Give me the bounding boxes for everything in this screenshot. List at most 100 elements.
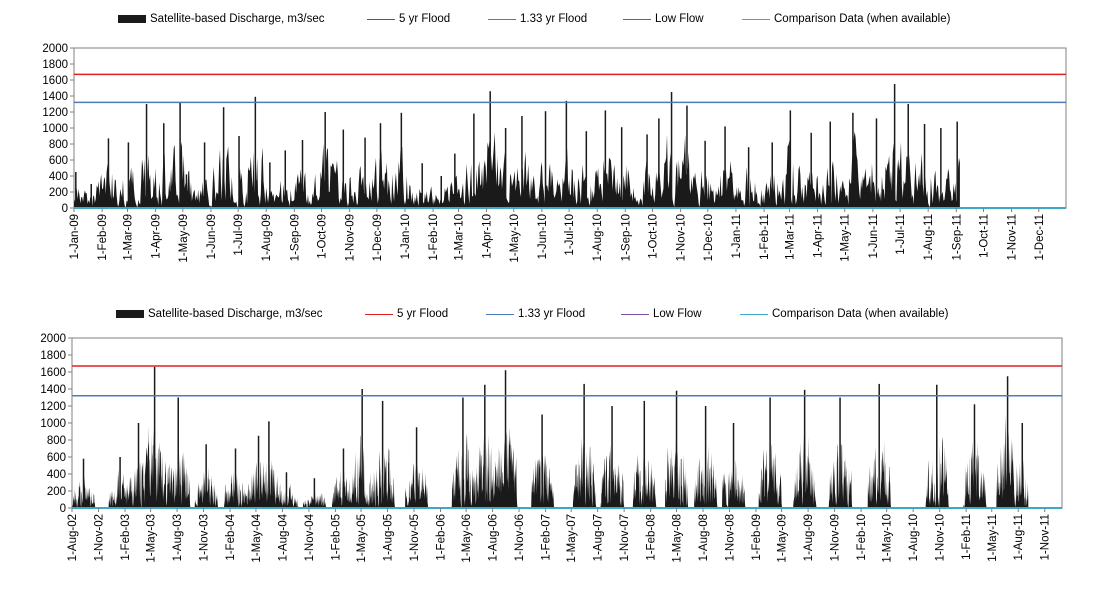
legend-swatch-133yr-flood	[488, 18, 516, 20]
y-tick-label: 1800	[42, 59, 68, 71]
x-tick-label: 1-Jan-10	[400, 214, 412, 259]
discharge-area	[74, 131, 960, 208]
x-tick-label: 1-Aug-05	[383, 514, 395, 561]
y-tick-label: 800	[47, 435, 66, 447]
x-tick-label: 1-Jun-11	[868, 214, 880, 259]
x-tick-label: 1-Oct-09	[317, 214, 329, 259]
discharge-chart-2002-2011: 20001800160014001200100080060040020001-A…	[40, 333, 1063, 563]
x-tick-label: 1-Feb-09	[751, 514, 763, 561]
x-tick-label: 1-Feb-10	[856, 514, 868, 561]
chart-panel-bottom: Satellite-based Discharge, m3/sec 5 yr F…	[0, 300, 1094, 608]
chart-panel-top: Satellite-based Discharge, m3/sec 5 yr F…	[0, 0, 1094, 300]
y-tick-label: 1400	[40, 384, 66, 396]
legend-label: 1.33 yr Flood	[520, 13, 588, 25]
x-tick-label: 1-May-05	[356, 514, 368, 563]
x-tick-label: 1-Aug-08	[698, 514, 710, 561]
x-tick-label: 1-Dec-10	[703, 214, 715, 261]
plot-area	[71, 337, 1063, 509]
x-tick-label: 1-Nov-08	[725, 514, 737, 561]
x-tick-label: 1-Feb-09	[97, 214, 109, 261]
x-tick-label: 1-Aug-06	[488, 514, 500, 561]
x-tick-label: 1-Aug-11	[1013, 514, 1025, 560]
legend-label: Low Flow	[655, 13, 704, 25]
chart-legend: Satellite-based Discharge, m3/sec 5 yr F…	[0, 9, 1094, 29]
y-tick-label: 400	[47, 469, 66, 481]
legend-swatch-5yr-flood	[365, 313, 393, 315]
legend-label: Comparison Data (when available)	[774, 13, 951, 25]
x-tick-label: 1-Aug-10	[908, 514, 920, 561]
y-tick-label: 0	[60, 503, 66, 515]
discharge-area	[72, 405, 1029, 508]
x-tick-label: 1-Dec-09	[372, 214, 384, 261]
legend-item-133yr-flood: 1.33 yr Flood	[486, 304, 585, 324]
x-tick-label: 1-Feb-03	[120, 514, 132, 561]
x-tick-label: 1-Jan-09	[69, 214, 81, 259]
x-tick-label: 1-Aug-09	[803, 514, 815, 561]
legend-label: 5 yr Flood	[397, 308, 449, 320]
x-tick-label: 1-Nov-03	[199, 514, 211, 561]
x-tick-label: 1-Jul-09	[233, 214, 245, 256]
x-tick-label: 1-Aug-11	[923, 214, 935, 260]
x-tick-label: 1-Mar-11	[784, 214, 796, 260]
x-tick-label: 1-Nov-09	[345, 214, 357, 261]
x-tick-label: 1-Jun-09	[206, 214, 218, 259]
x-tick-label: 1-Nov-09	[830, 514, 842, 561]
x-tick-label: 1-May-11	[987, 514, 999, 562]
legend-item-discharge: Satellite-based Discharge, m3/sec	[116, 304, 323, 324]
x-tick-label: 1-Feb-04	[225, 513, 237, 560]
y-tick-label: 800	[49, 139, 68, 151]
x-tick-label: 1-May-09	[777, 514, 789, 563]
x-tick-label: 1-Feb-11	[759, 214, 771, 260]
x-tick-label: 1-Sep-11	[951, 214, 963, 260]
y-tick-label: 1800	[40, 350, 66, 362]
legend-item-133yr-flood: 1.33 yr Flood	[488, 9, 587, 29]
legend-item-comparison: Comparison Data (when available)	[740, 304, 948, 324]
x-tick-label: 1-Aug-10	[592, 214, 604, 261]
x-tick-label: 1-Mar-10	[453, 214, 465, 261]
x-tick-label: 1-Nov-07	[619, 514, 631, 561]
legend-label: 1.33 yr Flood	[518, 308, 586, 320]
x-tick-label: 1-Nov-10	[676, 214, 688, 261]
legend-label: Comparison Data (when available)	[772, 308, 949, 320]
legend-item-low-flow: Low Flow	[623, 9, 704, 29]
x-tick-label: 1-Aug-09	[261, 214, 273, 261]
x-tick-label: 1-Apr-10	[482, 214, 494, 259]
x-tick-label: 1-Aug-04	[277, 513, 289, 561]
x-tick-label: 1-May-03	[146, 514, 158, 563]
x-tick-label: 1-Aug-02	[67, 514, 79, 561]
legend-label: 5 yr Flood	[399, 13, 451, 25]
x-tick-label: 1-Oct-10	[648, 214, 660, 259]
y-tick-label: 1000	[40, 418, 66, 430]
legend-label: Satellite-based Discharge, m3/sec	[148, 308, 323, 320]
x-tick-label: 1-May-10	[882, 514, 894, 563]
y-tick-label: 1000	[42, 123, 68, 135]
chart-legend: Satellite-based Discharge, m3/sec 5 yr F…	[0, 304, 1094, 324]
legend-swatch-low-flow	[623, 18, 651, 20]
x-tick-label: 1-Feb-06	[435, 514, 447, 561]
x-tick-label: 1-Nov-02	[93, 514, 105, 561]
y-tick-label: 600	[49, 155, 68, 167]
legend-swatch-comparison	[742, 18, 770, 20]
legend-item-5yr-flood: 5 yr Flood	[367, 9, 450, 29]
legend-swatch-discharge	[118, 15, 146, 23]
x-tick-label: 1-Feb-07	[541, 514, 553, 561]
x-tick-label: 1-Aug-07	[593, 514, 605, 561]
legend-item-comparison: Comparison Data (when available)	[742, 9, 950, 29]
x-tick-label: 1-May-08	[672, 514, 684, 563]
x-tick-label: 1-Nov-10	[935, 514, 947, 561]
x-tick-label: 1-May-06	[461, 514, 473, 563]
legend-swatch-comparison	[740, 313, 768, 315]
y-tick-label: 400	[49, 171, 68, 183]
x-tick-label: 1-Jul-10	[564, 214, 576, 256]
x-tick-label: 1-Oct-11	[978, 214, 990, 258]
y-tick-label: 200	[47, 486, 66, 498]
legend-swatch-5yr-flood	[367, 18, 395, 20]
x-tick-label: 1-Nov-11	[1040, 514, 1052, 560]
y-tick-label: 600	[47, 452, 66, 464]
legend-swatch-133yr-flood	[486, 313, 514, 315]
x-tick-label: 1-May-04	[251, 513, 263, 562]
x-tick-label: 1-May-10	[509, 214, 521, 263]
x-tick-label: 1-Feb-05	[330, 514, 342, 561]
x-tick-label: 1-Feb-08	[646, 514, 658, 561]
legend-item-discharge: Satellite-based Discharge, m3/sec	[118, 9, 325, 29]
